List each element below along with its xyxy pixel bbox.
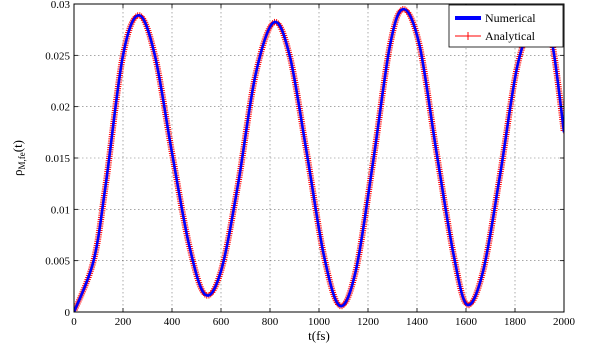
- y-tick-label: 0.015: [45, 153, 70, 165]
- x-tick-label: 1400: [406, 316, 429, 328]
- x-tick-label: 1800: [504, 316, 527, 328]
- y-tick-label: 0.03: [51, 0, 71, 11]
- x-tick-label: 1000: [308, 316, 331, 328]
- x-tick-label: 400: [164, 316, 181, 328]
- legend-marker-analytical: [464, 32, 472, 40]
- plot-series: [74, 6, 564, 312]
- y-tick-label: 0: [65, 307, 71, 319]
- y-axis-label-main: ρ: [10, 170, 25, 177]
- y-tick-label: 0.01: [51, 204, 70, 216]
- x-axis-label: t(fs): [308, 328, 330, 343]
- legend-label-analytical: Analytical: [485, 29, 536, 43]
- x-tick-label: 1600: [455, 316, 478, 328]
- y-tick-label: 0.005: [45, 256, 70, 268]
- legend-label-numerical: Numerical: [485, 11, 536, 25]
- x-tick-label: 0: [71, 316, 77, 328]
- x-tick-label: 2000: [553, 316, 576, 328]
- y-tick-label: 0.02: [51, 102, 70, 114]
- y-axis-label-tail: (t): [10, 140, 25, 152]
- x-tick-label: 200: [115, 316, 132, 328]
- y-tick-label: 0.025: [45, 50, 70, 62]
- axis-ticks: 0 200 400 600 800 1000 1200 1400 1600 1800 2000 0 0.…: [45, 0, 575, 328]
- svg-text:ρM,fe(t): ρM,fe(t): [10, 140, 27, 176]
- x-tick-label: 1200: [357, 316, 380, 328]
- legend: Numerical Analytical: [448, 4, 564, 48]
- grid-lines: [74, 4, 564, 312]
- x-tick-label: 600: [213, 316, 230, 328]
- y-axis-label-subscript: M,fe: [17, 152, 27, 169]
- numerical-line: [74, 7, 564, 312]
- x-tick-label: 800: [262, 316, 279, 328]
- y-axis-label: ρM,fe(t): [10, 140, 27, 176]
